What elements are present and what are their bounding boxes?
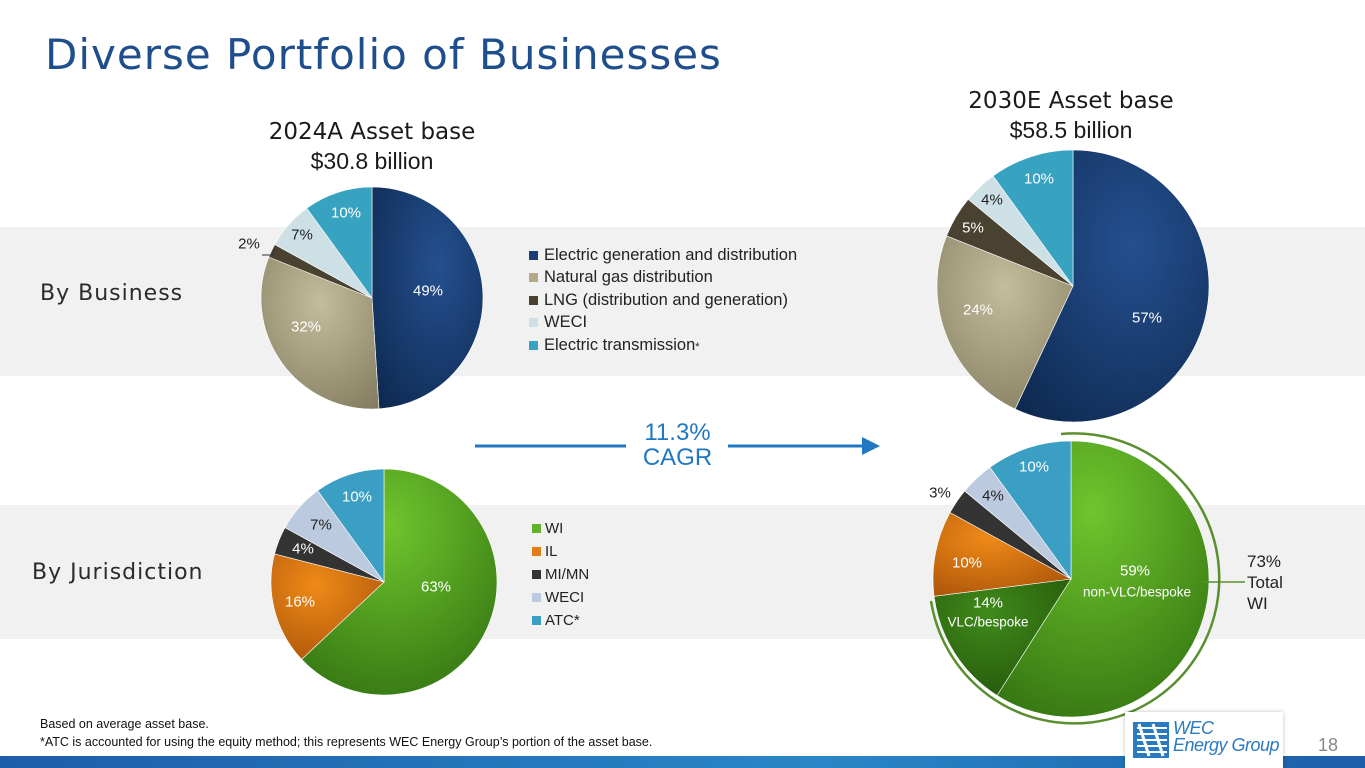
cagr-text: CAGR	[642, 444, 713, 471]
data-label: 10%	[1024, 171, 1054, 188]
legend-swatch	[532, 616, 541, 625]
logo-line2: Energy Group	[1173, 735, 1280, 755]
data-label: 4%	[292, 541, 314, 558]
total-wi-arc	[929, 432, 1221, 725]
chart-subtitle: $58.5 billion	[1010, 117, 1133, 143]
legend-item: Natural gas distribution	[529, 267, 797, 290]
legend-item: Electric generation and distribution	[529, 244, 797, 267]
data-label: 10%	[1019, 459, 1049, 476]
total-wi-line1: Total	[1247, 573, 1283, 592]
legend-label: Electric generation and distribution	[544, 245, 798, 264]
legend-swatch	[532, 524, 541, 533]
cagr-arrowhead	[862, 437, 880, 455]
cagr-label: 11.3% CAGR	[620, 420, 735, 470]
legend-swatch	[529, 340, 538, 350]
legend-item: LNG (distribution and generation)	[529, 289, 797, 312]
data-label: 14%	[973, 595, 1003, 612]
legend-label: Electric transmission	[544, 335, 696, 354]
pie-slice	[317, 468, 385, 583]
pie-slice	[933, 578, 1072, 696]
data-label: 32%	[291, 319, 321, 336]
legend-swatch	[529, 295, 538, 305]
company-logo: WEC Energy Group	[1125, 712, 1283, 768]
legend-item: IL	[532, 540, 589, 563]
data-label: 63%	[421, 579, 451, 596]
legend-asterisk: *	[695, 341, 700, 354]
pie-slice	[270, 553, 385, 660]
page-number: 18	[1318, 735, 1339, 755]
pie-slice	[1014, 149, 1210, 423]
legend-label: ATC*	[545, 612, 580, 629]
pie-slice	[996, 440, 1210, 718]
legend-item: ATC*	[532, 609, 589, 632]
chart-title: 2024A Asset base	[269, 119, 476, 145]
total-wi-label: 73% Total WI	[1247, 551, 1283, 614]
data-label: 4%	[982, 488, 1004, 505]
bottom-bar	[0, 756, 1365, 768]
chart-title: 2030E Asset base	[968, 88, 1173, 114]
pie-slice	[301, 468, 498, 696]
data-label: 10%	[952, 555, 982, 572]
data-label: 59%	[1120, 563, 1150, 580]
footnote-1: Based on average asset base.	[40, 717, 209, 731]
legend-swatch	[532, 593, 541, 602]
legend-label: LNG (distribution and generation)	[544, 290, 788, 309]
row-label-business: By Business	[40, 281, 184, 306]
total-wi-line2: WI	[1247, 594, 1268, 613]
footnote-2: *ATC is accounted for using the equity m…	[40, 735, 653, 749]
legend-swatch	[532, 570, 541, 579]
pie-slice	[306, 186, 373, 299]
data-label: 5%	[962, 220, 984, 237]
data-label: 10%	[331, 205, 361, 222]
pie-slice	[260, 256, 380, 410]
data-label: 10%	[342, 489, 372, 506]
cagr-value: 11.3%	[644, 419, 711, 446]
legend-label: Natural gas distribution	[544, 268, 713, 287]
pie-slice	[992, 149, 1074, 287]
legend-jurisdiction: WI IL MI/MN WECI ATC*	[532, 517, 589, 632]
data-label: 3%	[929, 485, 951, 502]
legend-swatch	[529, 318, 538, 328]
data-sublabel: VLC/bespoke	[947, 615, 1028, 630]
page-title: Diverse Portfolio of Businesses	[45, 30, 722, 79]
data-label: 2%	[238, 236, 260, 253]
legend-item: Electric transmission *	[529, 334, 797, 357]
pie-slice	[932, 512, 1072, 597]
legend-item: WECI	[529, 312, 797, 335]
data-label: 49%	[413, 283, 443, 300]
legend-item: WI	[532, 517, 589, 540]
data-label: 24%	[963, 302, 993, 319]
data-sublabel: non-VLC/bespoke	[1083, 585, 1191, 600]
data-label: 7%	[310, 517, 332, 534]
logo-text: WEC Energy Group	[1173, 718, 1280, 755]
pie-slice	[371, 186, 484, 410]
logo-line1: WEC	[1173, 718, 1214, 738]
legend-swatch	[532, 547, 541, 556]
legend-business: Electric generation and distribution Nat…	[529, 244, 797, 357]
legend-label: IL	[545, 543, 558, 560]
pie-slice	[936, 235, 1074, 410]
legend-label: WECI	[544, 313, 588, 332]
row-label-jurisdiction: By Jurisdiction	[32, 560, 204, 585]
data-label: 57%	[1132, 310, 1162, 327]
pie-slice	[989, 440, 1072, 580]
logo-mark-icon	[1133, 722, 1169, 758]
total-wi-pct: 73%	[1247, 552, 1282, 571]
label-leader-line	[271, 248, 277, 256]
data-label: 7%	[291, 227, 313, 244]
legend-swatch	[529, 273, 538, 283]
legend-item: WECI	[532, 586, 589, 609]
chart-subtitle: $30.8 billion	[311, 148, 434, 174]
legend-label: WI	[545, 520, 564, 537]
legend-item: MI/MN	[532, 563, 589, 586]
legend-label: MI/MN	[545, 566, 590, 583]
data-label: 4%	[981, 192, 1003, 209]
data-label: 16%	[285, 594, 315, 611]
legend-label: WECI	[545, 589, 585, 606]
legend-swatch	[529, 250, 538, 260]
